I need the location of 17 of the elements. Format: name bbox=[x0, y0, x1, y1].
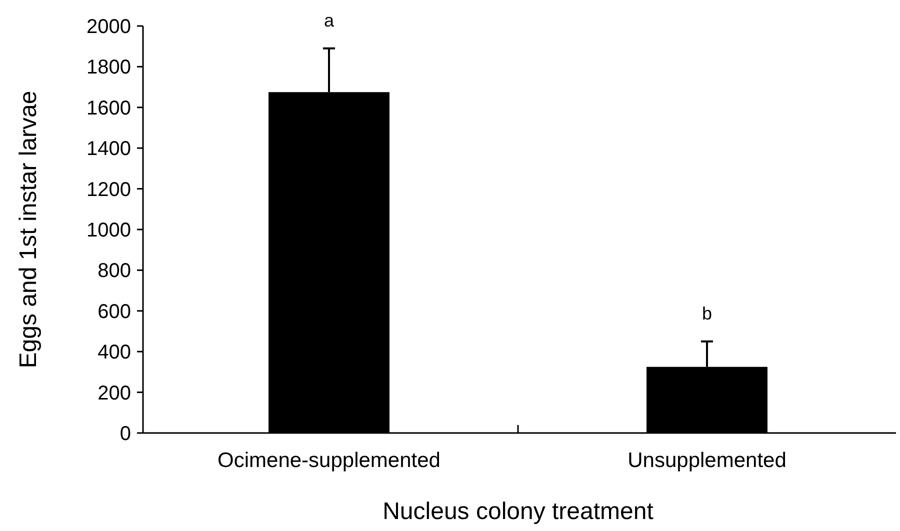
y-tick-label: 0 bbox=[120, 423, 131, 445]
annotation: a bbox=[324, 10, 335, 30]
y-tick-label: 1200 bbox=[86, 178, 131, 201]
y-tick-label: 600 bbox=[98, 300, 131, 323]
y-tick-label: 1000 bbox=[86, 220, 131, 242]
x-axis-title: Nucleus colony treatment bbox=[382, 498, 654, 525]
x-tick-label: Ocimene-supplemented bbox=[218, 449, 440, 472]
y-tick-label: 1600 bbox=[86, 97, 131, 120]
annotation: b bbox=[702, 303, 712, 324]
y-tick-label: 800 bbox=[98, 260, 131, 282]
y-axis-title: Eggs and 1st instar larvae bbox=[15, 90, 42, 368]
y-tick-label: 200 bbox=[98, 382, 131, 404]
y-tick-label: 1800 bbox=[86, 56, 131, 79]
y-tick-label: 1400 bbox=[86, 138, 131, 160]
x-tick-label: Unsupplemented bbox=[628, 449, 786, 472]
y-tick-label: 2000 bbox=[86, 16, 131, 38]
y-tick-label: 400 bbox=[98, 342, 131, 364]
